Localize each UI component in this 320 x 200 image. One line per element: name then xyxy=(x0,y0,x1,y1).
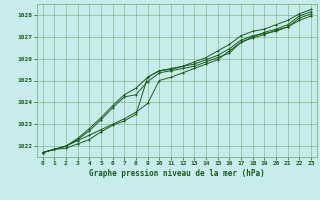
X-axis label: Graphe pression niveau de la mer (hPa): Graphe pression niveau de la mer (hPa) xyxy=(89,169,265,178)
